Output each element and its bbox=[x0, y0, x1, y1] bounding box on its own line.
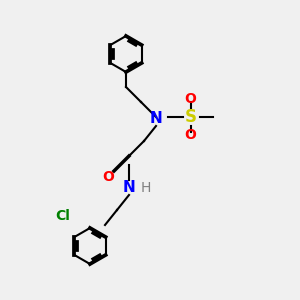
Text: S: S bbox=[184, 108, 196, 126]
Text: O: O bbox=[184, 92, 196, 106]
Text: H: H bbox=[140, 181, 151, 194]
Text: N: N bbox=[150, 111, 162, 126]
Text: N: N bbox=[123, 180, 135, 195]
Text: O: O bbox=[102, 170, 114, 184]
Text: O: O bbox=[184, 128, 196, 142]
Text: Cl: Cl bbox=[56, 209, 70, 223]
